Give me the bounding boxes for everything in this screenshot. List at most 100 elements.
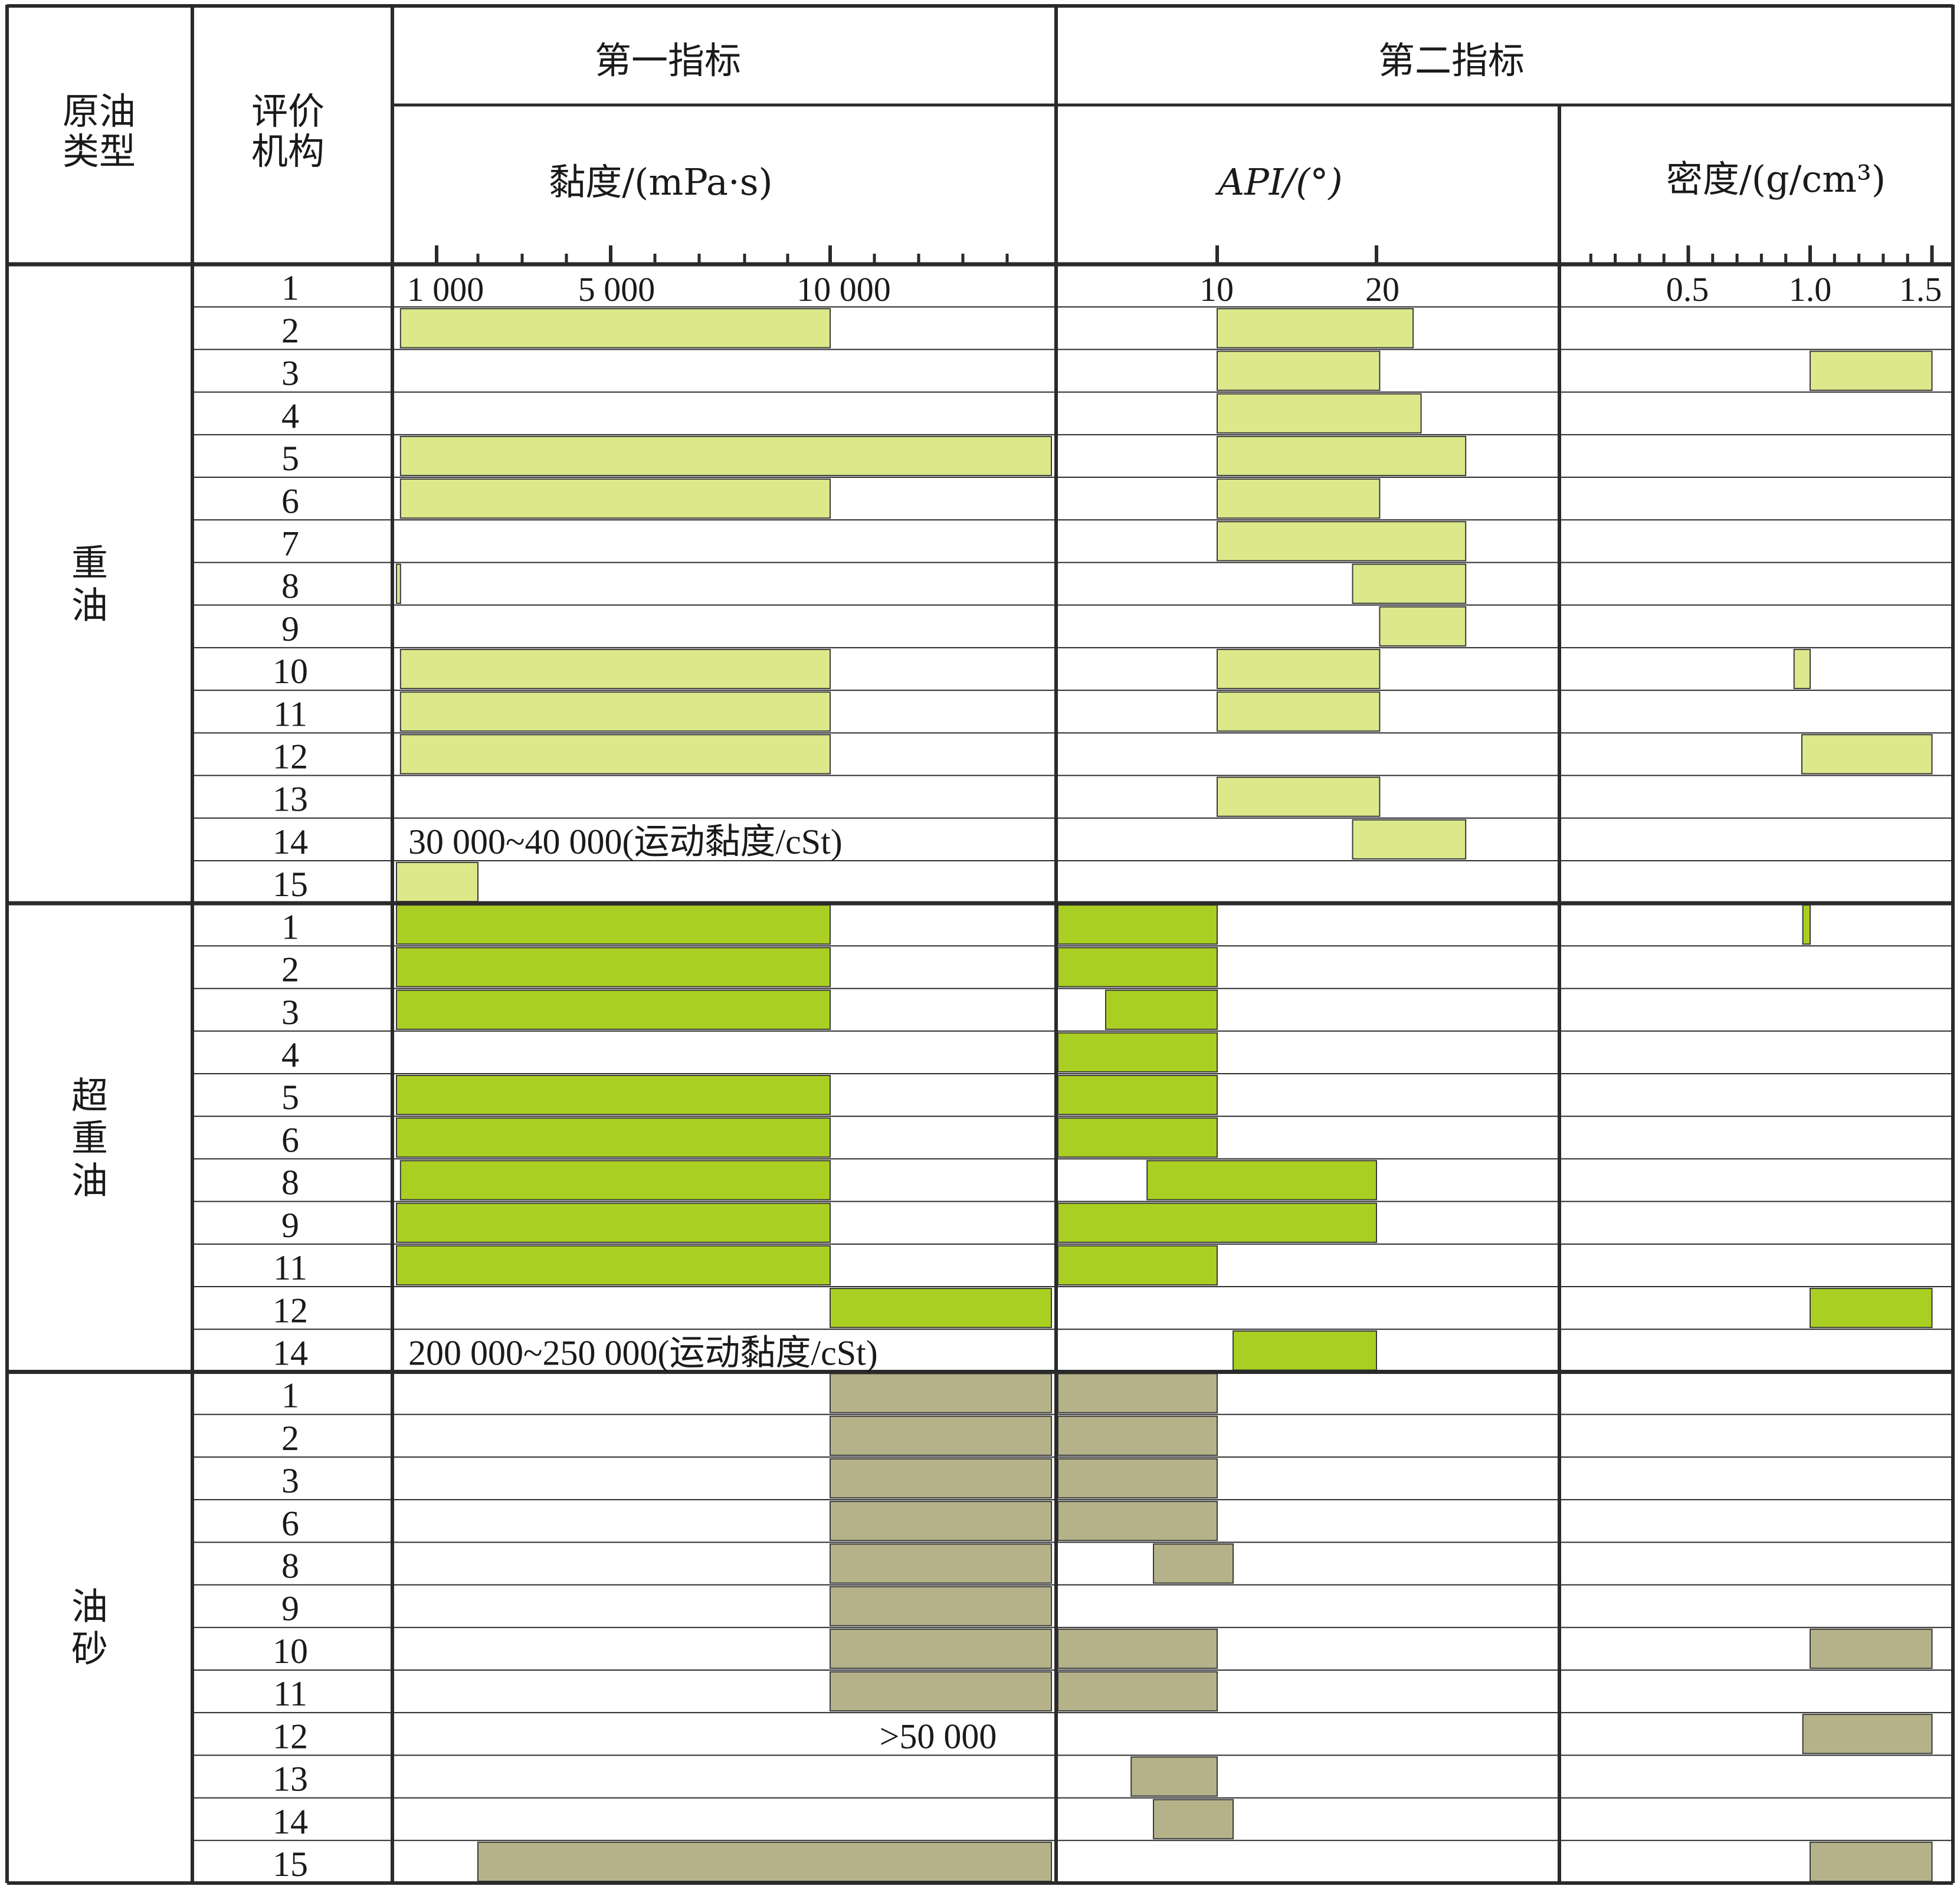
density-bar xyxy=(1802,904,1811,945)
viscosity-bar xyxy=(399,734,831,775)
agency-label: 1 xyxy=(281,907,299,946)
agency-label: 6 xyxy=(281,1120,299,1159)
agency-label: 14 xyxy=(273,1802,308,1841)
crude-type-header-line2: 类型 xyxy=(63,130,136,173)
api-bar xyxy=(1379,606,1467,647)
agency-label: 5 xyxy=(281,439,299,478)
viscosity-tick-label-10000: 10 000 xyxy=(797,270,891,309)
api-bar xyxy=(1057,1501,1218,1541)
api-bar xyxy=(1153,1799,1234,1839)
api-axis-title: API/(°) xyxy=(1215,160,1342,204)
density-bar xyxy=(1810,1288,1933,1329)
viscosity-bar xyxy=(399,435,1052,477)
api-bar xyxy=(1130,1756,1218,1797)
api-bar xyxy=(1217,776,1381,817)
first-index-header: 第一指标 xyxy=(595,39,741,82)
agency-label: 15 xyxy=(273,865,308,904)
agency-label: 12 xyxy=(273,737,308,776)
agency-label: 6 xyxy=(281,1504,299,1543)
api-bar xyxy=(1057,1373,1218,1413)
api-bar xyxy=(1057,1117,1218,1158)
api-tick-label-10: 10 xyxy=(1199,270,1234,309)
agency-label: 2 xyxy=(281,311,299,350)
agency-label: 9 xyxy=(281,1589,299,1628)
viscosity-bar xyxy=(399,478,831,519)
group-name-0: 重油 xyxy=(71,542,108,627)
density-bar xyxy=(1810,1841,1933,1882)
api-bar xyxy=(1217,521,1467,562)
api-bar xyxy=(1217,308,1414,349)
api-bar xyxy=(1217,435,1467,477)
density-tick-label-0.5: 0.5 xyxy=(1666,270,1709,309)
density-bar xyxy=(1802,1714,1933,1754)
agency-label: 10 xyxy=(273,652,308,691)
viscosity-bar xyxy=(830,1458,1052,1499)
viscosity-bar xyxy=(830,1671,1052,1712)
api-bar xyxy=(1233,1330,1377,1371)
density-axis-title: 密度/(g/cm³) xyxy=(1666,158,1886,201)
agency-label: 11 xyxy=(273,1248,307,1287)
viscosity-bar xyxy=(830,1586,1052,1626)
api-bar xyxy=(1153,1543,1234,1584)
agency-label: 1 xyxy=(281,268,299,307)
grid-layer xyxy=(5,4,1955,1885)
api-bar xyxy=(1057,1075,1218,1116)
viscosity-bar xyxy=(396,1117,831,1158)
viscosity-bar xyxy=(396,1075,831,1116)
agency-label: 10 xyxy=(273,1632,308,1671)
api-bar xyxy=(1057,1032,1218,1072)
density-bar xyxy=(1810,350,1933,391)
viscosity-note: >50 000 xyxy=(880,1717,997,1756)
agency-header-line2: 机构 xyxy=(251,130,325,173)
agency-label: 5 xyxy=(281,1078,299,1117)
api-bar xyxy=(1352,819,1467,860)
viscosity-tick-label-5000: 5 000 xyxy=(578,270,655,309)
density-bar xyxy=(1793,648,1811,690)
agency-label: 3 xyxy=(281,354,299,393)
api-bar xyxy=(1217,478,1381,519)
viscosity-bar xyxy=(830,1501,1052,1541)
viscosity-bar xyxy=(396,1202,831,1243)
group-name-2: 油砂 xyxy=(71,1585,108,1671)
viscosity-bar xyxy=(399,691,831,732)
agency-label: 13 xyxy=(273,1760,308,1799)
api-bar xyxy=(1057,1458,1218,1499)
agency-label: 4 xyxy=(281,396,299,435)
viscosity-bar xyxy=(396,861,478,903)
crude-type-header-line1: 原油 xyxy=(63,90,136,133)
group-name-1: 超重油 xyxy=(71,1074,108,1202)
agency-label: 14 xyxy=(273,1333,308,1372)
agency-label: 8 xyxy=(281,567,299,606)
density-bar xyxy=(1801,734,1933,775)
viscosity-bar xyxy=(396,989,831,1030)
api-bar xyxy=(1057,947,1218,988)
api-bar xyxy=(1057,1415,1218,1456)
agency-label: 9 xyxy=(281,609,299,648)
density-bar xyxy=(1810,1628,1933,1669)
viscosity-bar xyxy=(399,648,831,690)
api-bar xyxy=(1217,648,1381,690)
api-bar xyxy=(1057,1628,1218,1669)
agency-label: 11 xyxy=(273,1674,307,1713)
api-bar xyxy=(1217,393,1422,434)
viscosity-note: 30 000~40 000(运动黏度/cSt) xyxy=(408,822,843,861)
api-bar xyxy=(1217,350,1381,391)
agency-label: 15 xyxy=(273,1845,308,1884)
viscosity-bar xyxy=(830,1628,1052,1669)
api-bar xyxy=(1105,989,1218,1030)
bars-layer xyxy=(396,308,1933,1882)
agency-label: 14 xyxy=(273,822,308,861)
viscosity-bar xyxy=(396,1245,831,1286)
agency-label: 1 xyxy=(281,1376,299,1415)
agency-label: 8 xyxy=(281,1163,299,1202)
viscosity-bar xyxy=(477,1841,1052,1882)
agency-label: 8 xyxy=(281,1547,299,1586)
agency-label: 9 xyxy=(281,1206,299,1245)
density-tick-label-1.5: 1.5 xyxy=(1899,270,1942,309)
api-bar xyxy=(1352,563,1467,604)
viscosity-bar xyxy=(399,1160,831,1201)
api-bar xyxy=(1217,691,1381,732)
viscosity-bar xyxy=(396,563,401,604)
